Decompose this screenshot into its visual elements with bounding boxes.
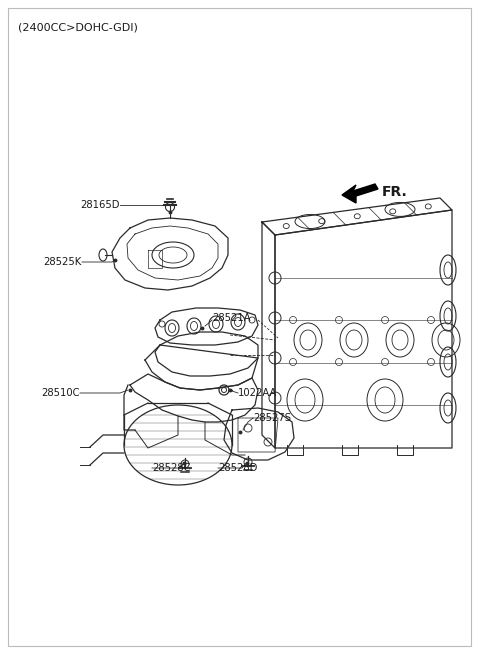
Text: 28528C: 28528C bbox=[152, 463, 191, 473]
Text: 1022AA: 1022AA bbox=[238, 388, 277, 398]
Text: 28528D: 28528D bbox=[218, 463, 257, 473]
Polygon shape bbox=[342, 184, 378, 203]
Text: 28521A: 28521A bbox=[212, 313, 251, 323]
Text: 28525K: 28525K bbox=[44, 257, 82, 267]
Text: 28165D: 28165D bbox=[81, 200, 120, 210]
Text: FR.: FR. bbox=[382, 185, 408, 199]
FancyBboxPatch shape bbox=[8, 8, 471, 646]
Text: 28527S: 28527S bbox=[253, 413, 291, 423]
Text: 28510C: 28510C bbox=[41, 388, 80, 398]
Text: (2400CC>DOHC-GDI): (2400CC>DOHC-GDI) bbox=[18, 22, 138, 32]
